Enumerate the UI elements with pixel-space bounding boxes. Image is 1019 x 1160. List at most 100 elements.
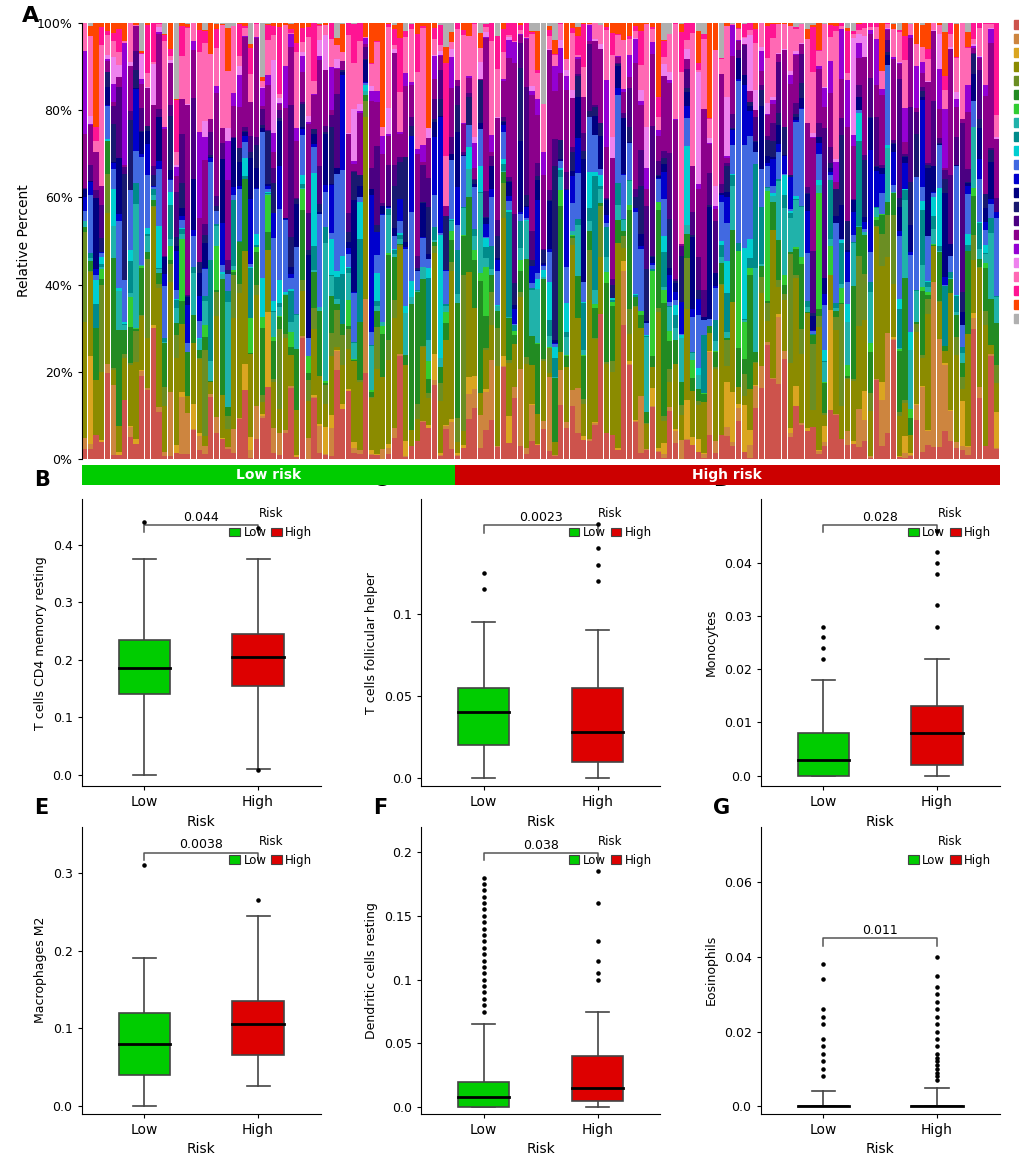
Bar xyxy=(701,109,706,290)
Bar xyxy=(225,416,230,429)
Bar xyxy=(586,24,591,26)
Bar xyxy=(575,74,580,77)
Bar xyxy=(752,268,758,351)
Bar xyxy=(564,75,569,89)
Bar xyxy=(764,136,769,139)
Bar xyxy=(374,274,379,300)
Bar xyxy=(322,191,328,226)
Bar xyxy=(592,309,597,338)
Bar xyxy=(896,351,901,412)
Bar xyxy=(546,450,551,458)
Bar xyxy=(397,92,403,132)
Bar xyxy=(638,234,643,246)
Bar xyxy=(764,157,769,162)
Bar xyxy=(110,189,116,226)
Bar xyxy=(643,449,649,450)
Bar xyxy=(151,166,156,175)
Bar xyxy=(935,34,942,68)
Bar xyxy=(689,235,695,237)
Bar xyxy=(403,355,408,365)
Bar xyxy=(208,162,213,260)
Bar xyxy=(363,44,368,48)
Bar xyxy=(254,285,259,295)
Bar xyxy=(328,115,333,126)
Bar xyxy=(839,284,844,288)
Bar xyxy=(564,71,569,75)
Bar xyxy=(243,159,248,175)
Bar xyxy=(300,52,305,56)
Bar xyxy=(380,377,385,449)
Bar xyxy=(311,129,316,135)
Bar xyxy=(752,29,758,43)
Bar xyxy=(385,165,391,206)
Bar xyxy=(884,202,890,215)
Bar xyxy=(260,78,265,81)
Bar xyxy=(202,350,208,436)
Bar xyxy=(695,72,700,184)
Bar xyxy=(88,449,93,458)
Bar xyxy=(225,28,230,72)
Bar xyxy=(317,426,322,452)
Bar xyxy=(569,406,575,458)
Bar xyxy=(758,292,763,367)
Bar xyxy=(551,340,557,342)
Bar xyxy=(872,379,878,458)
Bar xyxy=(494,447,499,458)
Bar xyxy=(930,101,935,166)
Bar xyxy=(380,215,385,322)
Bar xyxy=(826,26,833,37)
Bar xyxy=(431,253,437,354)
Bar xyxy=(810,27,815,72)
Bar xyxy=(833,159,838,162)
Bar xyxy=(276,433,282,455)
Bar xyxy=(592,425,597,458)
Bar xyxy=(236,189,242,241)
Bar xyxy=(184,23,191,28)
Bar xyxy=(483,224,488,237)
Bar xyxy=(466,419,471,458)
Bar xyxy=(122,167,127,174)
Bar xyxy=(844,304,850,322)
Bar xyxy=(380,326,385,334)
Bar xyxy=(385,253,391,255)
Bar xyxy=(592,304,597,309)
Bar xyxy=(758,46,763,51)
Bar xyxy=(254,295,259,406)
Bar xyxy=(472,390,477,408)
Bar xyxy=(839,204,844,239)
Bar xyxy=(781,49,787,50)
Bar xyxy=(787,27,792,71)
Bar xyxy=(363,299,368,372)
Bar xyxy=(826,37,833,61)
Bar xyxy=(139,79,145,84)
Bar xyxy=(293,51,300,128)
Bar xyxy=(363,84,368,85)
Bar xyxy=(557,351,562,370)
Bar xyxy=(964,182,970,187)
Bar xyxy=(689,391,695,437)
Bar xyxy=(660,442,666,454)
Bar xyxy=(276,408,282,433)
Bar xyxy=(569,238,575,245)
Bar xyxy=(833,415,838,458)
Bar xyxy=(139,376,145,458)
Bar xyxy=(678,415,683,441)
Bar xyxy=(987,299,993,346)
Bar xyxy=(339,71,345,72)
Bar xyxy=(546,51,551,189)
Bar xyxy=(116,329,121,426)
Bar xyxy=(850,146,855,200)
Bar xyxy=(793,198,798,201)
Bar xyxy=(99,372,104,440)
Bar xyxy=(994,115,999,137)
Bar xyxy=(225,72,230,128)
Bar xyxy=(964,447,970,455)
Bar xyxy=(460,23,466,29)
Bar xyxy=(385,108,391,135)
Bar xyxy=(896,64,901,79)
Bar xyxy=(300,336,305,338)
Bar xyxy=(391,235,396,249)
Bar xyxy=(987,162,993,198)
Bar xyxy=(902,400,907,403)
Bar xyxy=(243,363,248,390)
